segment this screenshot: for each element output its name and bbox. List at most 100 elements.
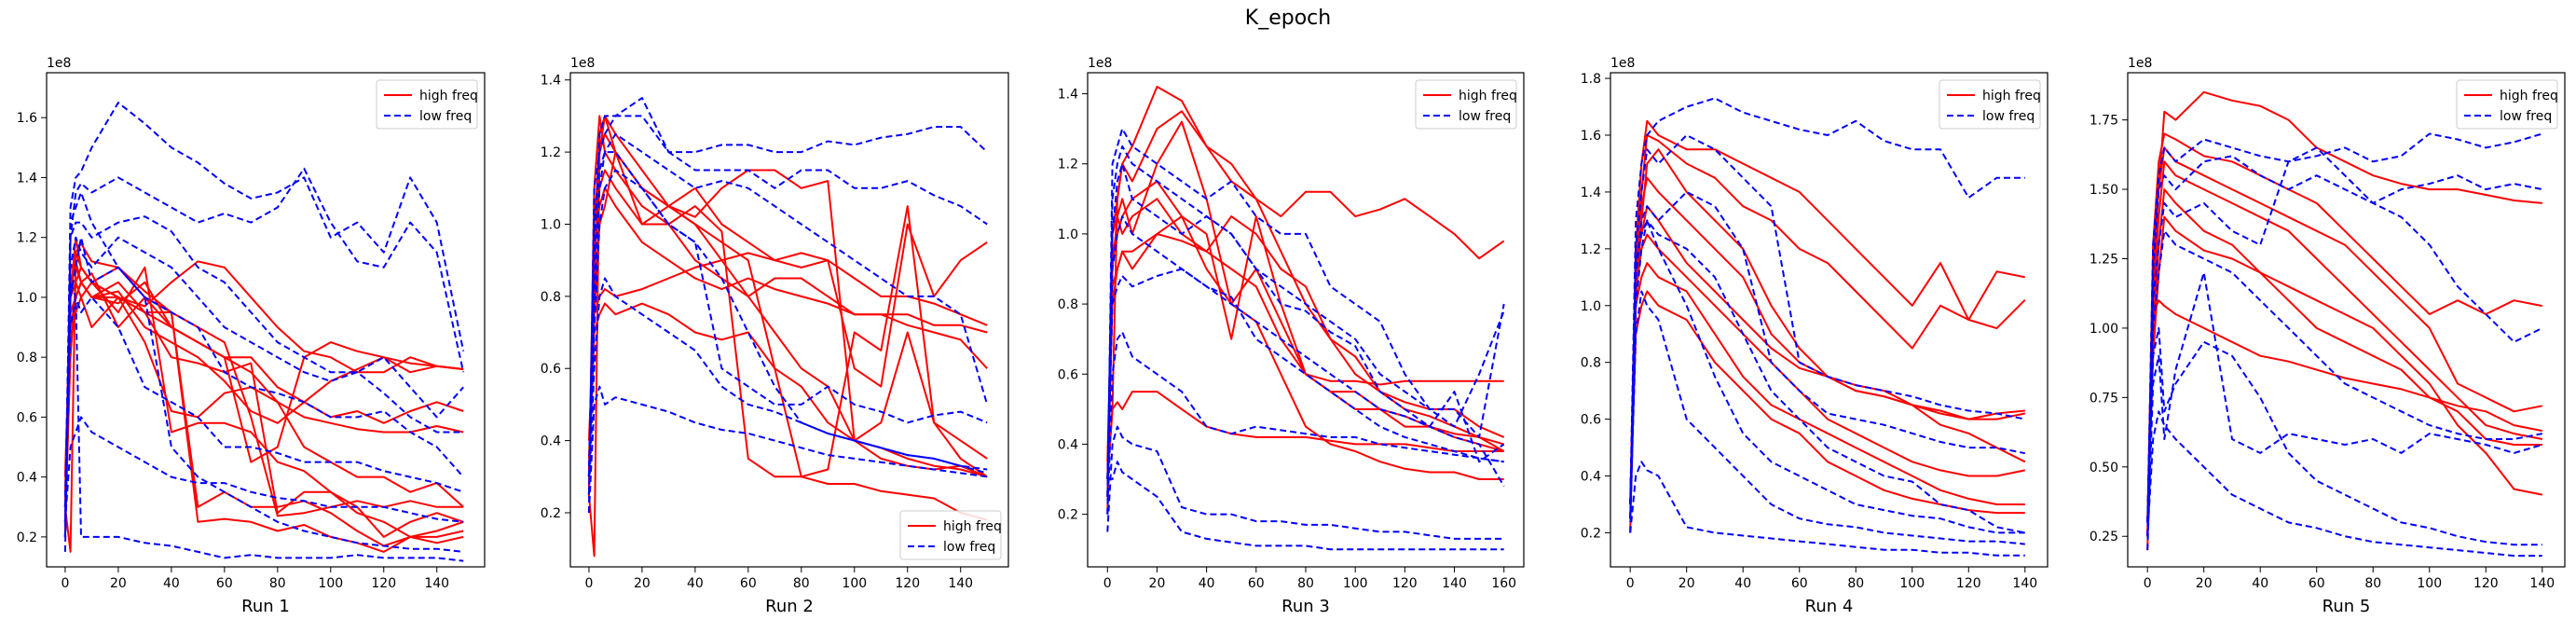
y-tick-label: 0.6 (541, 362, 561, 377)
y-tick-label: 1.00 (2090, 322, 2118, 337)
y-tick-label: 0.4 (1058, 437, 1078, 452)
low-freq-series-line (1106, 128, 1505, 515)
y-tick-label: 1.0 (541, 217, 561, 232)
subplot-1: 0 20 40 60 80 100 120 140 0.2 0.4 0.6 0.8 1.0 1.2 1.4 1… (17, 56, 486, 616)
low-freq-series-line (2146, 132, 2543, 523)
y-offset-label: 1e8 (47, 56, 71, 71)
y-offset-label: 1e8 (1610, 56, 1635, 71)
x-axis-label: Run 4 (1805, 597, 1854, 616)
high-freq-series-line (2146, 146, 2542, 523)
high-freq-series-line (1629, 148, 2025, 505)
y-tick-label: 0.6 (1581, 413, 1601, 428)
x-tick-label: 80 (2364, 576, 2381, 591)
y-offset-label: 1e8 (2128, 56, 2152, 71)
y-tick-label: 1.75 (2090, 114, 2118, 129)
y-tick-label: 1.6 (1581, 129, 1601, 144)
high-freq-series-line (63, 251, 464, 553)
low-freq-series-line (1629, 134, 2025, 519)
series-lines (1629, 97, 2026, 557)
low-freq-series-line (63, 281, 464, 562)
axes-frame (2127, 72, 2566, 568)
high-freq-series-line (1106, 180, 1504, 462)
y-tick-label: 1.6 (17, 111, 37, 126)
high-freq-series-line (1106, 391, 1504, 480)
y-tick-label: 0.50 (2090, 461, 2118, 475)
legend-label: high freq (2500, 89, 2558, 103)
low-freq-series-line (63, 296, 464, 507)
low-freq-series-line (63, 102, 465, 537)
x-tick-label: 120 (371, 576, 396, 591)
x-tick-label: 0 (2144, 576, 2152, 591)
y-tick-label: 1.8 (1581, 72, 1601, 87)
y-tick-label: 0.4 (1581, 470, 1601, 485)
low-freq-series-line (1107, 461, 1504, 551)
plot-area (1088, 73, 1524, 567)
legend: high freq low freq (2456, 79, 2558, 130)
y-tick-label: 0.2 (541, 506, 561, 521)
x-tick-label: 60 (1791, 576, 1808, 591)
y-tick-label: 1.0 (1058, 227, 1078, 242)
legend: high freq low freq (1939, 79, 2041, 130)
legend-label: low freq (419, 109, 472, 124)
low-freq-series-line (1629, 190, 2025, 505)
y-tick-label: 1.2 (541, 145, 561, 160)
legend-label: high freq (1982, 89, 2041, 103)
legend-label: high freq (1459, 89, 1517, 103)
legend-label: high freq (419, 89, 478, 103)
low-freq-series-line (63, 236, 464, 537)
subplot-4: 0 20 40 60 80 100 120 140 0.2 0.4 0.6 0.8 1.0 1.2 1.4 1… (1581, 56, 2048, 616)
y-tick-label: 0.4 (541, 434, 561, 449)
low-freq-series-line (2146, 271, 2543, 551)
axes-frame (46, 72, 486, 568)
high-freq-series-line (1629, 119, 2025, 505)
x-tick-label: 40 (1199, 576, 1215, 591)
x-tick-label: 0 (584, 576, 593, 591)
y-tick-label: 1.25 (2090, 252, 2118, 267)
x-tick-label: 100 (1899, 576, 1925, 591)
y-tick-label: 1.2 (1581, 242, 1601, 257)
y-tick-label: 0.8 (1581, 356, 1601, 371)
x-tick-label: 20 (1679, 576, 1695, 591)
x-tick-label: 100 (2417, 576, 2442, 591)
series-lines (587, 97, 989, 558)
low-freq-series-line (63, 416, 464, 523)
y-tick-label: 0.8 (17, 351, 37, 365)
legend: high freq low freq (899, 510, 1002, 560)
x-tick-label: 60 (740, 576, 757, 591)
legend-box (376, 79, 478, 130)
x-tick-label: 140 (2529, 576, 2555, 591)
low-freq-series-line (587, 385, 988, 514)
x-tick-label: 140 (2012, 576, 2037, 591)
x-tick-label: 40 (1734, 576, 1751, 591)
plot-area (570, 73, 1008, 567)
y-tick-label: 1.2 (17, 231, 37, 246)
high-freq-series-line (2146, 160, 2542, 551)
x-tick-label: 100 (842, 576, 867, 591)
y-tick-label: 0.4 (17, 471, 37, 486)
legend: high freq low freq (1415, 79, 1517, 130)
y-tick-label: 1.4 (1581, 186, 1601, 200)
low-freq-series-line (2146, 155, 2542, 537)
y-tick-label: 0.6 (17, 410, 37, 425)
x-tick-label: 80 (1297, 576, 1314, 591)
x-tick-label: 80 (793, 576, 810, 591)
plot-area (47, 73, 485, 567)
low-freq-series-line (1106, 145, 1505, 497)
high-freq-series-line (63, 281, 464, 522)
x-tick-label: 160 (1491, 576, 1516, 591)
subplot-5: 0 20 40 60 80 100 120 140 0.25 0.50 0.75 1.00 1.25 1.… (2090, 56, 2566, 616)
y-tick-label: 0.8 (1058, 297, 1078, 312)
high-freq-series-line (2146, 299, 2542, 537)
x-tick-label: 80 (1847, 576, 1864, 591)
x-axis-label: Run 2 (765, 597, 814, 616)
legend: high freq low freq (376, 79, 478, 130)
subplot-3: 0 20 40 60 80 100 120 140 160 0.2 0.4 0.6 0.8 1.0 1.2 1… (1058, 56, 1525, 616)
low-freq-series-line (587, 151, 988, 477)
x-tick-label: 40 (163, 576, 180, 591)
y-tick-label: 0.75 (2090, 391, 2118, 406)
y-tick-label: 1.0 (17, 291, 37, 306)
plot-area (1610, 73, 2048, 567)
x-tick-label: 40 (2252, 576, 2268, 591)
y-offset-label: 1e8 (1088, 56, 1112, 71)
